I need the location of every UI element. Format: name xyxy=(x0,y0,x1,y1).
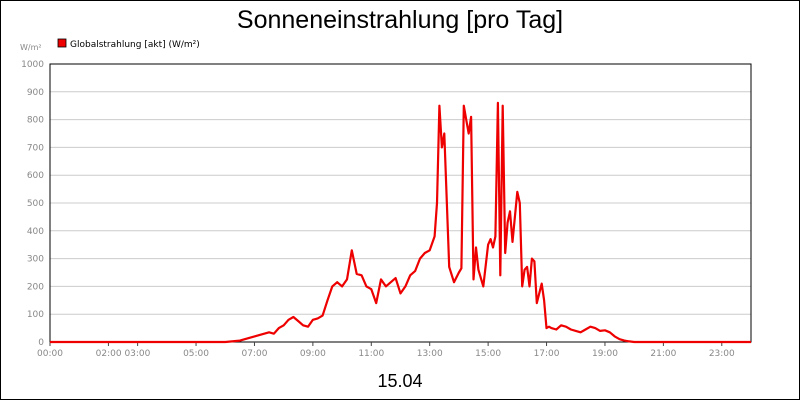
x-tick-label: 07:00 xyxy=(241,349,267,359)
y-tick-label: 500 xyxy=(27,199,44,209)
y-tick-label: 100 xyxy=(27,310,44,320)
chart-title: Sonneneinstrahlung [pro Tag] xyxy=(237,6,563,34)
x-tick-label: 17:00 xyxy=(534,349,560,359)
x-axis-date-label: 15.04 xyxy=(377,371,422,391)
y-tick-label: 0 xyxy=(38,338,44,348)
grid xyxy=(50,63,751,343)
x-tick-label: 21:00 xyxy=(650,349,676,359)
x-tick-label: 02:00 03:00 xyxy=(96,349,151,359)
y-tick-label: 600 xyxy=(27,171,44,181)
x-tick-label: 09:00 xyxy=(300,349,326,359)
x-axis: 00:00 02:00 03:00 05:00 07:00 09:00 11:00 13:0… xyxy=(37,342,735,359)
x-tick-label: 05:00 xyxy=(183,349,209,359)
series-line-globalstrahlung xyxy=(50,101,751,344)
y-tick-label: 300 xyxy=(27,255,44,265)
legend-label: Globalstrahlung [akt] (W/m²) xyxy=(70,40,200,50)
x-tick-label: 00:00 xyxy=(37,349,63,359)
x-tick-label: 11:00 xyxy=(358,349,384,359)
plot-area xyxy=(49,63,752,343)
y-tick-label: 400 xyxy=(27,227,44,237)
y-axis: 0 100 200 300 400 500 600 700 800 900 1000 xyxy=(21,60,44,348)
x-tick-label: 19:00 xyxy=(592,349,618,359)
y-tick-label: 200 xyxy=(27,282,44,292)
y-tick-label: 700 xyxy=(27,143,44,153)
x-tick-label: 13:00 xyxy=(417,349,443,359)
y-tick-label: 900 xyxy=(27,88,44,98)
x-tick-label: 15:00 xyxy=(475,349,501,359)
x-tick-label: 23:00 xyxy=(709,349,735,359)
legend-swatch xyxy=(57,38,67,48)
y-axis-unit-label: W/m² xyxy=(20,43,42,52)
y-tick-label: 800 xyxy=(27,116,44,126)
y-tick-label: 1000 xyxy=(21,60,44,70)
